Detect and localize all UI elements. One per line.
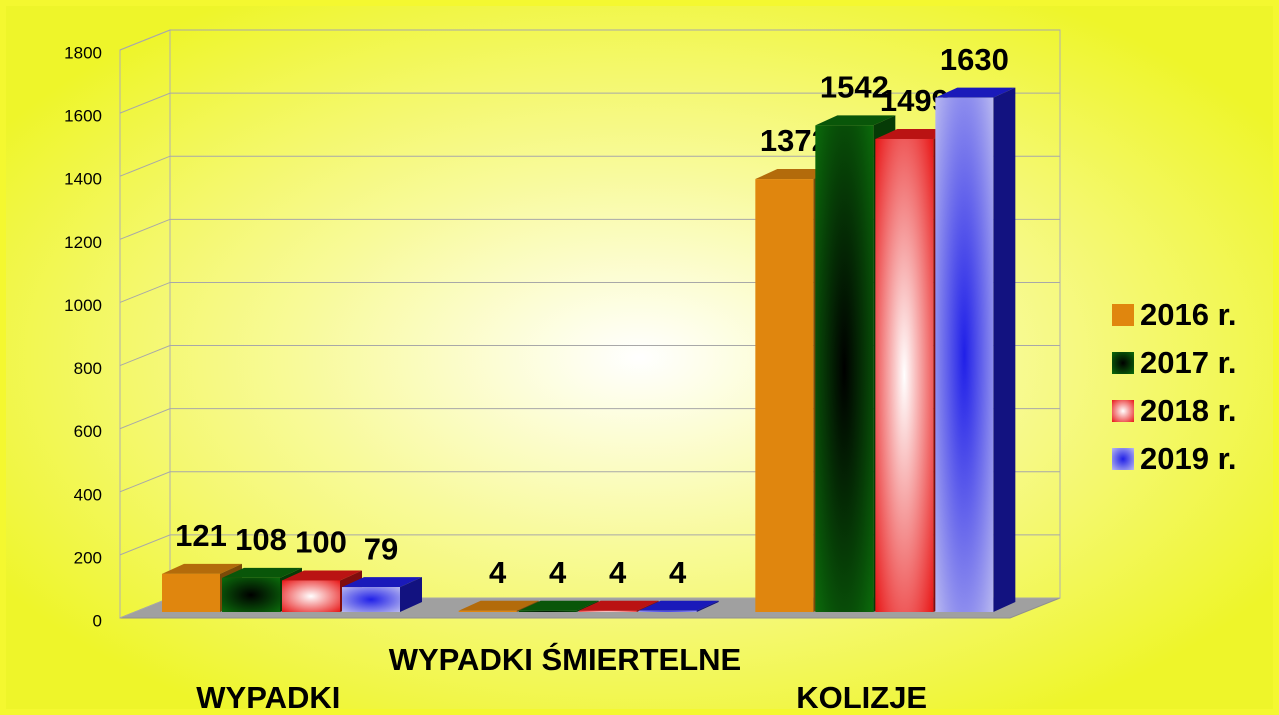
data-label: 121 (175, 518, 227, 553)
y-tick-label: 1800 (64, 43, 102, 62)
bar-side (696, 600, 719, 612)
bar (935, 87, 1016, 612)
data-label: 4 (549, 555, 567, 590)
legend-swatch (1112, 352, 1134, 374)
data-label: 100 (295, 525, 347, 560)
bar-side (993, 87, 1016, 612)
y-tick-label: 0 (93, 611, 102, 630)
bar-front (282, 580, 340, 612)
legend-swatch (1112, 400, 1134, 422)
bar-top (222, 567, 302, 578)
y-tick-label: 400 (74, 485, 102, 504)
bar (342, 577, 422, 612)
bar-front (755, 179, 814, 612)
legend-swatch (1112, 448, 1134, 470)
x-tick-label: WYPADKI (196, 680, 340, 715)
data-label: 4 (489, 555, 507, 590)
bar-top (518, 600, 599, 611)
bar-front (935, 97, 994, 612)
y-tick-label: 800 (74, 359, 102, 378)
y-tick-label: 1400 (64, 170, 102, 189)
bar-top (815, 115, 896, 126)
x-tick-label: WYPADKI ŚMIERTELNE (389, 641, 742, 677)
y-tick-label: 1200 (64, 233, 102, 252)
bar-top (458, 600, 539, 611)
bar-front (638, 610, 697, 612)
legend-label: 2018 r. (1140, 393, 1237, 428)
data-label: 4 (609, 555, 627, 590)
legend-label: 2019 r. (1140, 441, 1237, 476)
bar-top (935, 87, 1016, 98)
bar-front (458, 610, 517, 612)
bar-top (162, 563, 242, 574)
y-tick-label: 1000 (64, 296, 102, 315)
bar-top (638, 600, 719, 611)
data-label: 1542 (820, 70, 889, 105)
grid-line (119, 29, 1060, 51)
data-label: 108 (235, 522, 287, 557)
bar-front (162, 573, 220, 612)
bar-side (400, 577, 422, 612)
bar-front (815, 125, 874, 612)
bar-top (342, 577, 422, 588)
bar (638, 600, 719, 612)
legend-label: 2017 r. (1140, 345, 1237, 380)
bar-top (282, 570, 362, 581)
data-label: 1630 (940, 42, 1009, 77)
bar-front (222, 577, 280, 612)
y-tick-label: 200 (74, 548, 102, 567)
bar-front (578, 610, 637, 612)
x-tick-label: KOLIZJE (796, 680, 927, 715)
data-label: 79 (364, 531, 398, 566)
bar-front (518, 610, 577, 612)
bar-front (875, 138, 934, 612)
bar-top (578, 600, 659, 611)
legend-label: 2016 r. (1140, 297, 1237, 332)
legend-swatch (1112, 304, 1134, 326)
y-tick-label: 600 (74, 422, 102, 441)
grid-line (119, 92, 1060, 114)
grid-line (119, 155, 1060, 177)
data-label: 4 (669, 555, 687, 590)
bar-front (342, 587, 400, 612)
y-tick-label: 1600 (64, 107, 102, 126)
